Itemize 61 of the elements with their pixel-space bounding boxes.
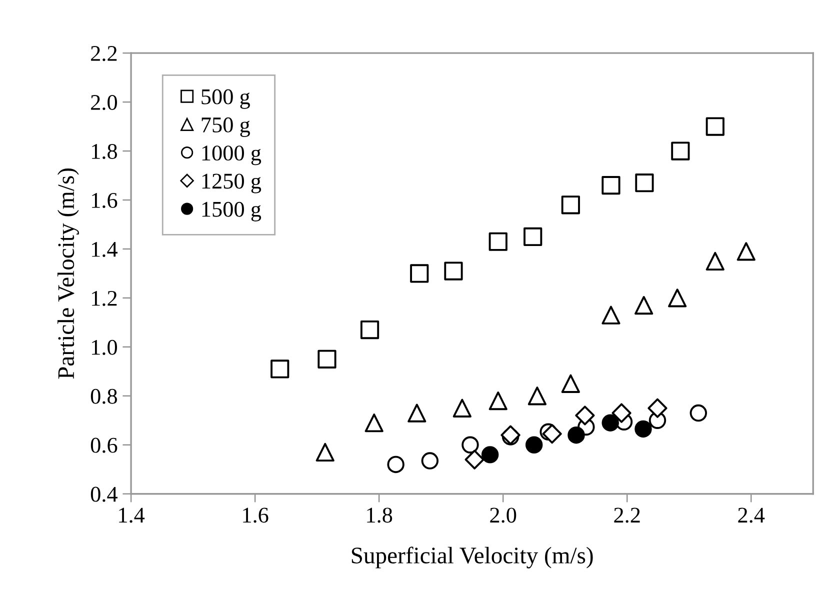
point	[668, 288, 687, 308]
point	[410, 264, 429, 283]
point	[360, 320, 380, 340]
point	[525, 436, 543, 454]
y-axis-title: Particle Velocity (m/s)	[57, 168, 79, 379]
point	[602, 176, 620, 195]
legend-label: 750 g	[202, 117, 250, 138]
point	[464, 450, 484, 470]
y-tick-label: 0.4	[90, 486, 118, 502]
point	[561, 196, 580, 214]
y-tick-label: 1.4	[92, 242, 118, 257]
point	[387, 456, 404, 474]
legend-label: 1500 g	[202, 202, 262, 222]
x-tick-label: 1.8	[367, 508, 392, 523]
y-tick-label: 0.6	[90, 438, 118, 453]
point	[528, 386, 546, 406]
point	[634, 296, 654, 315]
point	[316, 442, 334, 462]
point	[602, 414, 619, 432]
point	[575, 406, 595, 426]
y-tick-label: 1.6	[92, 192, 118, 208]
point	[408, 404, 426, 422]
y-tick-label: 1.0	[92, 340, 117, 355]
legend-label: 1000 g	[202, 146, 262, 166]
point	[270, 360, 290, 378]
point	[736, 242, 756, 261]
y-tick-label: 0.8	[90, 388, 117, 404]
point	[561, 374, 580, 393]
x-tick-label: 1.6	[243, 508, 268, 523]
x-tick-label: 2.0	[490, 508, 516, 523]
point	[706, 252, 724, 271]
point	[706, 117, 724, 136]
point	[488, 391, 508, 410]
point	[634, 420, 652, 438]
legend-label: 500 g	[202, 89, 250, 109]
x-tick-label: 1.4	[119, 508, 145, 523]
x-tick-label: 2.2	[614, 508, 640, 523]
point	[452, 398, 472, 418]
y-tick-label: 2.0	[91, 94, 117, 110]
point	[524, 227, 542, 246]
point	[318, 350, 336, 368]
point	[671, 142, 690, 160]
point	[488, 232, 508, 251]
legend-label: 1250 g	[202, 174, 262, 194]
y-tick-label: 2.2	[91, 46, 117, 62]
y-tick-label: 1.2	[92, 290, 117, 306]
point	[542, 424, 562, 444]
x-tick-label: 2.4	[738, 508, 765, 523]
point	[481, 446, 499, 464]
point	[648, 398, 668, 418]
point	[421, 452, 439, 470]
point	[690, 404, 708, 422]
point	[568, 426, 585, 444]
point	[364, 414, 384, 432]
point	[462, 436, 479, 454]
x-axis-title: Superficial Velocity (m/s)	[352, 546, 593, 568]
point	[602, 306, 620, 324]
y-tick-label: 1.8	[92, 144, 117, 160]
point	[635, 174, 654, 192]
point	[612, 403, 632, 423]
point	[444, 262, 463, 280]
